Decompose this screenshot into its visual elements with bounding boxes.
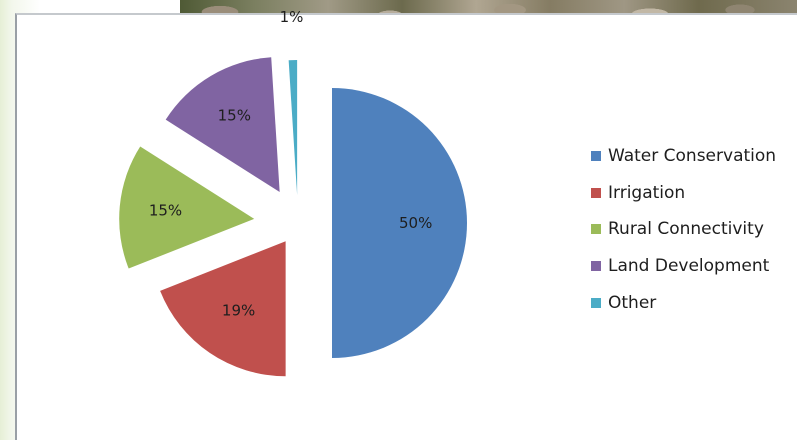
chart-legend: Water Conservation Irrigation Rural Connec… <box>591 138 776 321</box>
data-label-rural-connectivity: 15% <box>149 201 182 219</box>
legend-swatch <box>591 297 601 308</box>
legend-swatch <box>591 261 601 272</box>
legend-label: Water Conservation <box>608 146 777 167</box>
pie-slice-land-development <box>165 57 280 193</box>
legend-item-water-conservation: Water Conservation <box>591 138 776 175</box>
legend-item-land-development: Land Development <box>591 248 776 285</box>
legend-item-irrigation: Irrigation <box>591 175 776 212</box>
legend-label: Rural Connectivity <box>608 219 764 240</box>
pie-slice-water-conservation <box>332 88 467 358</box>
legend-swatch <box>591 224 601 235</box>
legend-swatch <box>591 151 601 162</box>
legend-label: Land Development <box>608 256 770 277</box>
legend-item-other: Other <box>591 284 776 321</box>
data-label-other: 1% <box>280 8 304 26</box>
pie-slice-other <box>288 60 298 196</box>
legend-label: Irrigation <box>608 182 686 203</box>
data-label-irrigation: 19% <box>222 301 255 319</box>
legend-label: Other <box>608 292 657 313</box>
data-label-water-conservation: 50% <box>399 214 432 232</box>
pie-slice-irrigation <box>160 241 286 377</box>
data-label-land-development: 15% <box>218 106 251 124</box>
pie-slice-rural-connectivity <box>119 146 255 269</box>
legend-swatch <box>591 187 601 198</box>
legend-item-rural-connectivity: Rural Connectivity <box>591 211 776 248</box>
